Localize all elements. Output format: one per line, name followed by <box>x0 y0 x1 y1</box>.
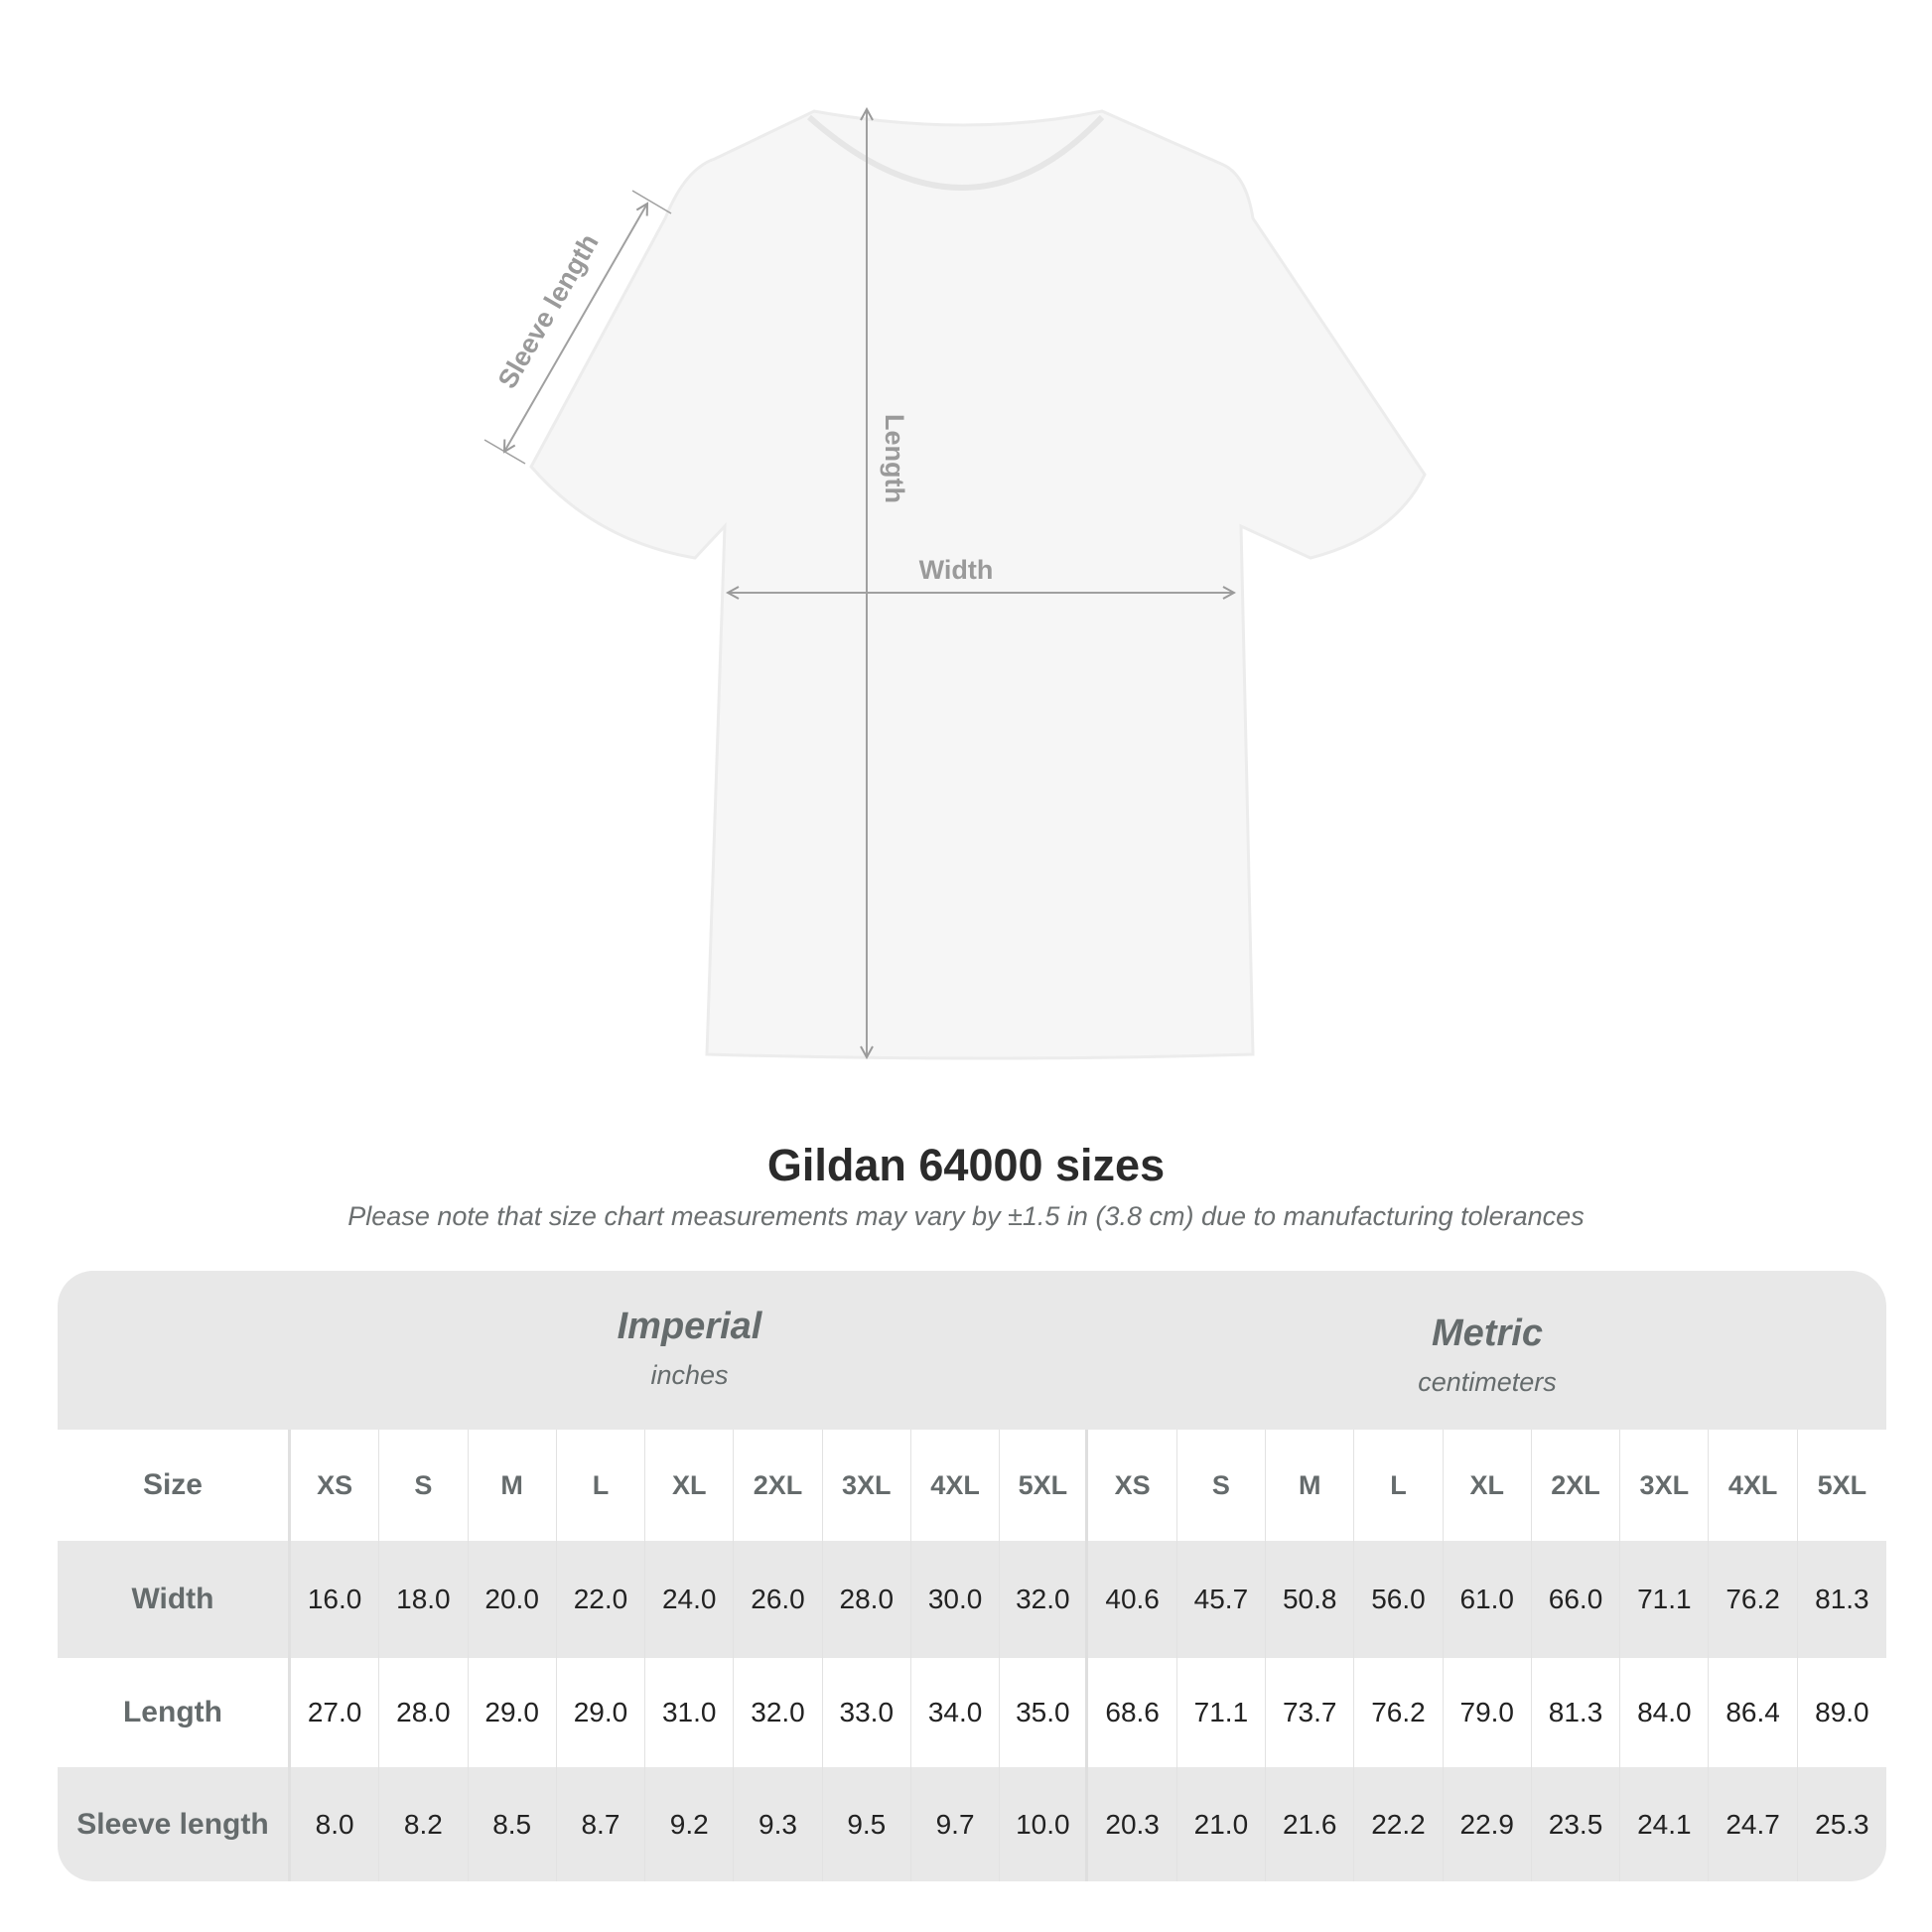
size-header: 5XL <box>1817 1469 1867 1500</box>
size-header: 3XL <box>1620 1430 1710 1541</box>
table-cell: 26.0 <box>734 1541 823 1658</box>
table-cell: 8.7 <box>557 1767 646 1881</box>
table-cell: 10.0 <box>1000 1767 1089 1881</box>
table-cell: 22.9 <box>1444 1767 1532 1881</box>
size-header: L <box>1354 1430 1444 1541</box>
table-cell: 20.3 <box>1088 1767 1177 1881</box>
table-cell: 18.0 <box>379 1541 469 1658</box>
table-cell: 50.8 <box>1266 1541 1355 1658</box>
table-cell: 86.4 <box>1709 1658 1798 1767</box>
table-cell: 29.0 <box>557 1658 646 1767</box>
table-cell: 89.0 <box>1815 1697 1869 1727</box>
table-cell: 28.0 <box>823 1541 911 1658</box>
table-cell: 25.3 <box>1815 1808 1869 1840</box>
table-cell: 28.0 <box>379 1658 469 1767</box>
size-header: S <box>379 1430 469 1541</box>
table-cell: 81.3 <box>1532 1658 1621 1767</box>
table-row: Width 16.0 18.0 20.0 22.0 24.0 26.0 28.0 30.0 32.… <box>58 1541 1886 1658</box>
tshirt-collar <box>807 114 1105 191</box>
table-cell: 56.0 <box>1354 1541 1444 1658</box>
size-header-row: Size XS S M L XL 2XL 3XL 4XL 5XL XS S M L XL 2XL 3XL 4XL 5… <box>58 1430 1886 1541</box>
table-cell: 45.7 <box>1177 1541 1267 1658</box>
row-label: Length <box>58 1658 291 1767</box>
table-cell: 71.1 <box>1177 1658 1267 1767</box>
size-header: S <box>1177 1430 1267 1541</box>
table-cell: 32.0 <box>734 1658 823 1767</box>
table-cell: 20.0 <box>469 1541 557 1658</box>
table-cell: 9.2 <box>645 1767 735 1881</box>
row-label: Size <box>58 1430 291 1541</box>
width-label: Width <box>919 555 994 585</box>
table-cell: 22.2 <box>1354 1767 1444 1881</box>
table-cell: 9.5 <box>823 1767 911 1881</box>
size-header: 4XL <box>1709 1430 1798 1541</box>
chart-title: Gildan 64000 sizes <box>766 1140 1166 1190</box>
table-cell: 16.0 <box>291 1541 380 1658</box>
size-header: XS <box>291 1430 380 1541</box>
size-header: M <box>1266 1430 1355 1541</box>
tshirt-diagram: Length Width Sleeve length <box>483 0 1427 1060</box>
table-cell: 30.0 <box>911 1541 1001 1658</box>
table-cell: 27.0 <box>291 1658 380 1767</box>
sleeve-arrow <box>504 204 647 452</box>
table-cell: 31.0 <box>645 1658 735 1767</box>
table-cell: 76.2 <box>1354 1658 1444 1767</box>
table-cell: 29.0 <box>469 1658 557 1767</box>
size-header: XS <box>1088 1430 1177 1541</box>
table-cell: 61.0 <box>1444 1541 1532 1658</box>
table-cell: 66.0 <box>1532 1541 1621 1658</box>
table-cell: 8.5 <box>469 1767 557 1881</box>
size-header: M <box>469 1430 557 1541</box>
table-cell: 23.5 <box>1532 1767 1621 1881</box>
table-cell: 9.7 <box>911 1767 1001 1881</box>
metric-header: Metric centimeters <box>1418 1312 1557 1397</box>
table-cell: 9.3 <box>734 1767 823 1881</box>
size-header: XL <box>1444 1430 1532 1541</box>
table-cell: 24.1 <box>1620 1767 1710 1881</box>
table-cell: 71.1 <box>1620 1541 1710 1658</box>
table-cell: 81.3 <box>1815 1584 1869 1614</box>
table-cell: 21.0 <box>1177 1767 1267 1881</box>
table-cell: 84.0 <box>1620 1658 1710 1767</box>
size-header: 5XL <box>1000 1430 1089 1541</box>
size-header: 2XL <box>734 1430 823 1541</box>
tshirt-shape <box>529 109 1427 1060</box>
size-header: 3XL <box>823 1430 911 1541</box>
length-label: Length <box>880 414 909 503</box>
table-cell: 34.0 <box>911 1658 1001 1767</box>
table-row: Sleeve length 8.0 8.2 8.5 8.7 9.2 9.3 9.5 9.7 10.… <box>58 1767 1886 1881</box>
header-band <box>58 1271 1886 1430</box>
imperial-header: Imperial inches <box>617 1306 762 1390</box>
size-table: Imperial inches Metric centimeters Size X… <box>58 1271 1886 1881</box>
table-cell: 8.2 <box>379 1767 469 1881</box>
table-cell: 76.2 <box>1709 1541 1798 1658</box>
size-header: XL <box>645 1430 735 1541</box>
table-row: Length 27.0 28.0 29.0 29.0 31.0 32.0 33.0 34.0 35… <box>58 1658 1886 1767</box>
table-cell: 79.0 <box>1444 1658 1532 1767</box>
size-header: L <box>557 1430 646 1541</box>
table-cell: 24.0 <box>645 1541 735 1658</box>
table-cell: 35.0 <box>1000 1658 1089 1767</box>
table-cell: 33.0 <box>823 1658 911 1767</box>
table-cell: 68.6 <box>1088 1658 1177 1767</box>
size-header: 4XL <box>911 1430 1001 1541</box>
table-cell: 40.6 <box>1088 1541 1177 1658</box>
table-cell: 24.7 <box>1709 1767 1798 1881</box>
table-cell: 73.7 <box>1266 1658 1355 1767</box>
row-label: Sleeve length <box>58 1767 291 1881</box>
size-header: 2XL <box>1532 1430 1621 1541</box>
row-label: Width <box>58 1541 291 1658</box>
table-cell: 32.0 <box>1000 1541 1089 1658</box>
table-cell: 8.0 <box>291 1767 380 1881</box>
table-cell: 21.6 <box>1266 1767 1355 1881</box>
chart-subtitle: Please note that size chart measurements… <box>347 1201 1585 1231</box>
table-cell: 22.0 <box>557 1541 646 1658</box>
